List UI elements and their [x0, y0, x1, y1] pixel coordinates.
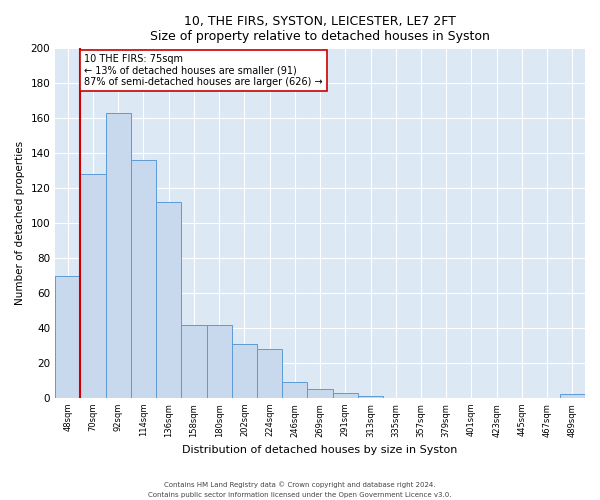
Bar [358, 396, 383, 398]
Bar [55, 276, 80, 398]
Bar [282, 382, 307, 398]
Bar [232, 344, 257, 398]
Title: 10, THE FIRS, SYSTON, LEICESTER, LE7 2FT
Size of property relative to detached h: 10, THE FIRS, SYSTON, LEICESTER, LE7 2FT… [150, 15, 490, 43]
X-axis label: Distribution of detached houses by size in Syston: Distribution of detached houses by size … [182, 445, 458, 455]
Bar [106, 113, 131, 398]
Bar [332, 392, 358, 398]
Y-axis label: Number of detached properties: Number of detached properties [15, 141, 25, 305]
Bar [80, 174, 106, 398]
Text: Contains HM Land Registry data © Crown copyright and database right 2024.
Contai: Contains HM Land Registry data © Crown c… [148, 482, 452, 498]
Bar [307, 389, 332, 398]
Bar [131, 160, 156, 398]
Bar [206, 324, 232, 398]
Bar [181, 324, 206, 398]
Bar [156, 202, 181, 398]
Text: 10 THE FIRS: 75sqm
← 13% of detached houses are smaller (91)
87% of semi-detache: 10 THE FIRS: 75sqm ← 13% of detached hou… [84, 54, 323, 87]
Bar [560, 394, 585, 398]
Bar [257, 349, 282, 398]
